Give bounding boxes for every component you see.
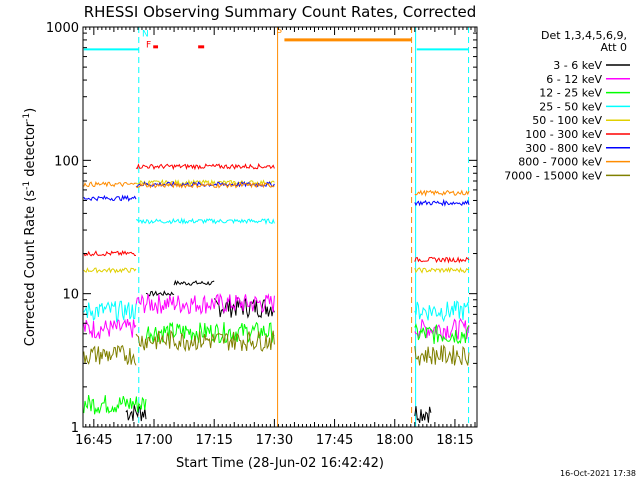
x-axis-label: Start Time (28-Jun-02 16:42:42) xyxy=(176,456,384,471)
series-line xyxy=(83,162,470,264)
series-line xyxy=(125,279,432,424)
footer-timestamp: 16-Oct-2021 17:38 xyxy=(560,469,636,478)
x-tick-label: 18:00 xyxy=(376,433,413,448)
series-line xyxy=(83,329,470,366)
legend-label: 12 - 25 keV xyxy=(539,87,602,100)
annotation-n: N xyxy=(142,29,149,39)
y-axis-label-part: ) xyxy=(23,108,38,113)
plot-frame xyxy=(82,26,478,428)
x-tick-label: 17:45 xyxy=(316,433,353,448)
legend-label: 800 - 7000 keV xyxy=(518,156,602,169)
annotation-s: S xyxy=(276,26,282,36)
series-line xyxy=(83,180,470,198)
y-tick-label: 100 xyxy=(54,154,79,169)
y-tick-label: 10 xyxy=(62,288,79,303)
series-line xyxy=(83,217,470,323)
x-tick-label: 17:00 xyxy=(135,433,172,448)
legend-label: 50 - 100 keV xyxy=(532,114,602,127)
x-axis: 16:45 17:00 17:15 17:30 17:45 18:00 18:15 xyxy=(75,27,476,448)
y-axis-label-part: Corrected Count Rate (s xyxy=(23,190,38,347)
y-tick-label: 1000 xyxy=(46,21,79,36)
chart-title: RHESSI Observing Summary Count Rates, Co… xyxy=(84,3,477,21)
y-axis-label-part: detector xyxy=(23,121,38,181)
annotation-f: F xyxy=(146,41,151,51)
y-axis-label-superscript: -1 xyxy=(22,181,32,190)
legend-label: 300 - 800 keV xyxy=(525,142,602,155)
x-tick-label: 18:15 xyxy=(436,433,473,448)
x-tick-label: 16:45 xyxy=(75,433,112,448)
x-tick-label: 17:15 xyxy=(195,433,232,448)
series-line xyxy=(83,321,470,415)
x-tick-label: 17:30 xyxy=(256,433,293,448)
y-axis: 1 10 100 1000 xyxy=(46,21,477,436)
legend-header: Att 0 xyxy=(601,41,627,54)
legend-label: 3 - 6 keV xyxy=(553,59,602,72)
y-axis-label: Corrected Count Rate (s-1 detector-1) xyxy=(22,108,38,346)
legend-label: 100 - 300 keV xyxy=(525,128,602,141)
legend-label: 7000 - 15000 keV xyxy=(504,169,602,182)
legend-label: 25 - 50 keV xyxy=(539,100,602,113)
series-line xyxy=(83,179,470,274)
y-tick-label: 1 xyxy=(71,421,79,436)
data-layer: NF S xyxy=(83,26,470,427)
y-axis-label-superscript: -1 xyxy=(22,113,32,122)
legend-label: 6 - 12 keV xyxy=(546,73,602,86)
legend-header: Det 1,3,4,5,6,9, xyxy=(541,29,627,42)
